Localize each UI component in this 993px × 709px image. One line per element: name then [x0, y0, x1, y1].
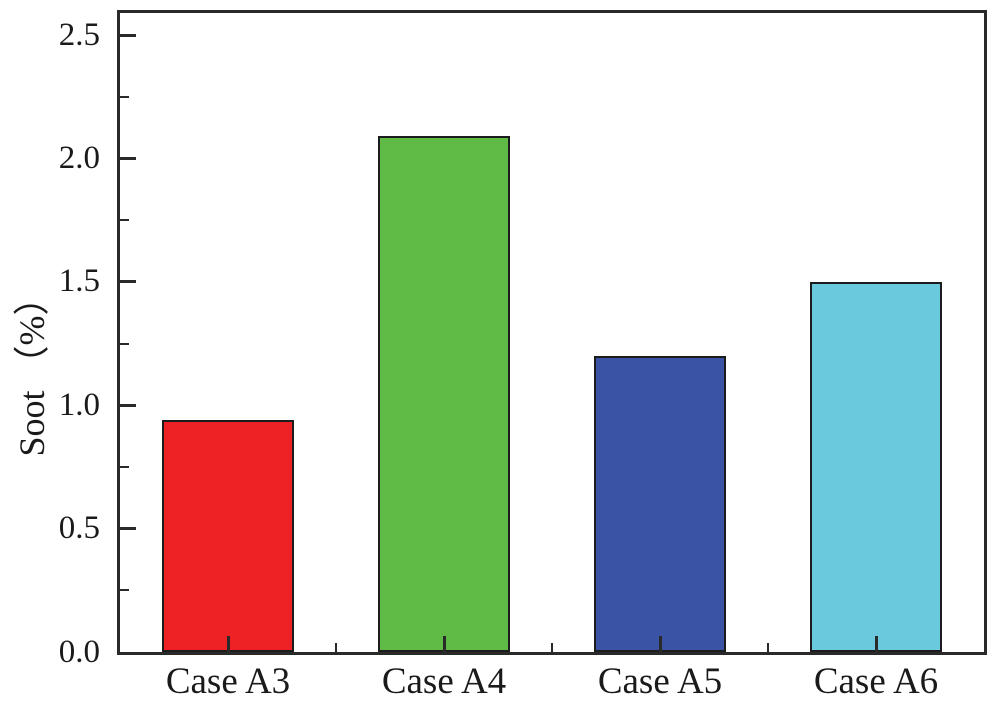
- x-minor-tick: [551, 643, 553, 652]
- y-major-tick: [120, 33, 136, 37]
- y-tick-label: 0.0: [58, 634, 100, 670]
- y-major-tick: [120, 280, 136, 284]
- bar-case-a3: [162, 420, 294, 652]
- y-major-tick: [120, 403, 136, 407]
- x-tick-label-case-a3: Case A3: [165, 661, 291, 702]
- x-major-tick: [874, 636, 878, 652]
- x-major-tick: [226, 636, 230, 652]
- y-minor-tick: [120, 342, 129, 345]
- x-minor-tick: [767, 643, 769, 652]
- x-tick-label-case-a5: Case A5: [597, 661, 723, 702]
- y-tick-label: 1.0: [58, 387, 100, 423]
- y-tick-label: 2.0: [58, 140, 100, 176]
- x-major-tick: [442, 636, 446, 652]
- y-minor-tick: [120, 95, 129, 98]
- x-minor-tick: [335, 643, 337, 652]
- y-tick-label: 1.5: [58, 263, 100, 299]
- y-tick-label: 2.5: [58, 17, 100, 53]
- bar-case-a6: [810, 282, 942, 652]
- y-axis-title: Soot （%）: [12, 279, 52, 457]
- y-minor-tick: [120, 589, 129, 592]
- plot-area: [117, 10, 987, 655]
- y-major-tick: [120, 527, 136, 531]
- y-major-tick: [120, 157, 136, 161]
- y-minor-tick: [120, 219, 129, 222]
- y-tick-label: 0.5: [58, 510, 100, 546]
- y-minor-tick: [120, 465, 129, 468]
- x-major-tick: [658, 636, 662, 652]
- bar-case-a5: [594, 356, 726, 652]
- x-tick-label-case-a4: Case A4: [381, 661, 507, 702]
- x-tick-label-case-a6: Case A6: [813, 661, 939, 702]
- bar-case-a4: [378, 136, 510, 652]
